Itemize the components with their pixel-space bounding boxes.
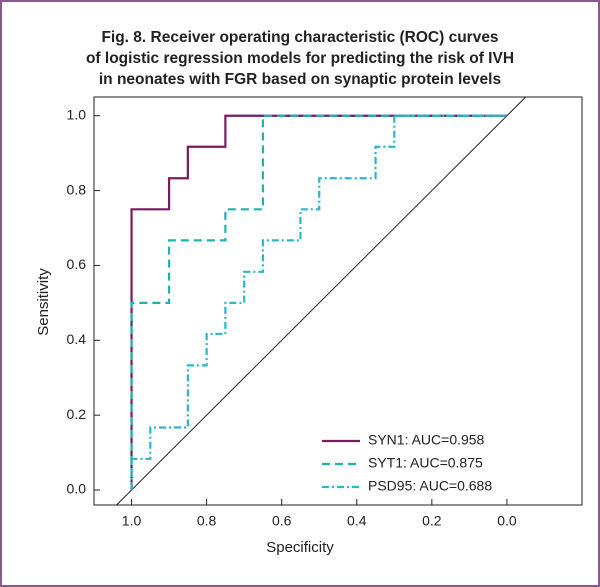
legend-label: PSD95: AUC=0.688 xyxy=(368,478,492,494)
chart-title: of logistic regression models for predic… xyxy=(86,50,514,67)
x-tick-label: 0.4 xyxy=(347,513,367,529)
roc-curve xyxy=(130,114,507,491)
chart-title: Fig. 8. Receiver operating characteristi… xyxy=(101,29,498,46)
chart-title: in neonates with FGR based on synaptic p… xyxy=(99,71,501,88)
y-tick-label: 0.8 xyxy=(67,181,87,197)
y-tick-label: 0.6 xyxy=(67,256,87,272)
roc-curve xyxy=(130,114,507,491)
x-tick-label: 0.8 xyxy=(197,513,217,529)
x-tick-label: 1.0 xyxy=(122,513,142,529)
y-tick-label: 1.0 xyxy=(67,106,87,122)
x-axis-label: Specificity xyxy=(266,539,334,556)
y-tick-label: 0.2 xyxy=(67,406,87,422)
plot-area xyxy=(93,96,583,506)
y-tick-label: 0.0 xyxy=(67,481,87,497)
x-tick-label: 0.0 xyxy=(497,513,517,529)
legend-label: SYN1: AUC=0.958 xyxy=(368,432,485,448)
x-tick-label: 0.6 xyxy=(272,513,292,529)
legend-label: SYT1: AUC=0.875 xyxy=(368,455,483,471)
reference-line xyxy=(116,96,527,506)
y-tick-label: 0.4 xyxy=(67,331,87,347)
y-axis-label: Sensitivity xyxy=(35,268,52,336)
roc-curve xyxy=(130,114,507,491)
x-tick-label: 0.2 xyxy=(422,513,442,529)
